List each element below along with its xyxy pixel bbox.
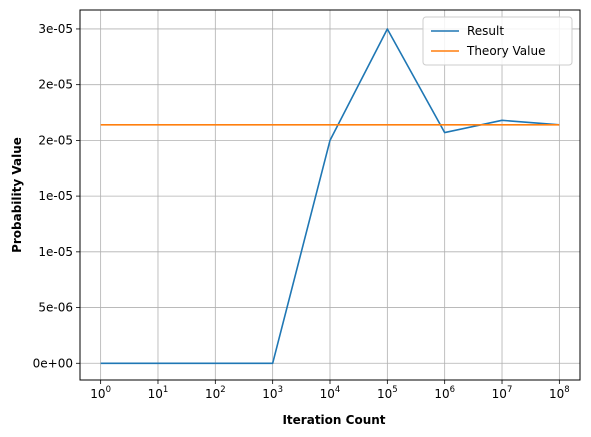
y-tick-label: 2e-05	[38, 78, 73, 92]
y-tick-label: 2e-05	[38, 133, 73, 147]
legend-label: Result	[467, 24, 504, 38]
x-tick-label: 101	[148, 385, 169, 401]
x-tick-label: 105	[377, 385, 398, 401]
y-axis-label: Probability Value	[10, 137, 24, 253]
legend: Result Theory Value	[422, 16, 573, 66]
y-tick-label: 5e-06	[38, 301, 73, 315]
x-tick-label: 108	[549, 385, 570, 401]
x-tick-label: 100	[90, 385, 111, 401]
x-tick-label: 106	[434, 385, 455, 401]
y-tick-label: 1e-05	[38, 189, 73, 203]
x-tick-label: 102	[205, 385, 226, 401]
y-tick-label: 0e+00	[33, 356, 73, 370]
series-layer	[100, 28, 560, 365]
legend-label: Theory Value	[466, 44, 545, 58]
x-axis-label: Iteration Count	[282, 413, 385, 427]
x-tick-label: 103	[262, 385, 283, 401]
y-tick-label: 1e-05	[38, 245, 73, 259]
legend-box	[422, 16, 573, 66]
x-axis: 100 101 102 103 104 105 106 107 108	[90, 380, 570, 401]
y-tick-label: 3e-05	[38, 22, 73, 36]
x-tick-label: 107	[492, 385, 513, 401]
y-axis: 0e+00 5e-06 1e-05 1e-05 2e-05 2e-05 3e-05	[33, 22, 80, 370]
x-tick-label: 104	[320, 385, 341, 401]
